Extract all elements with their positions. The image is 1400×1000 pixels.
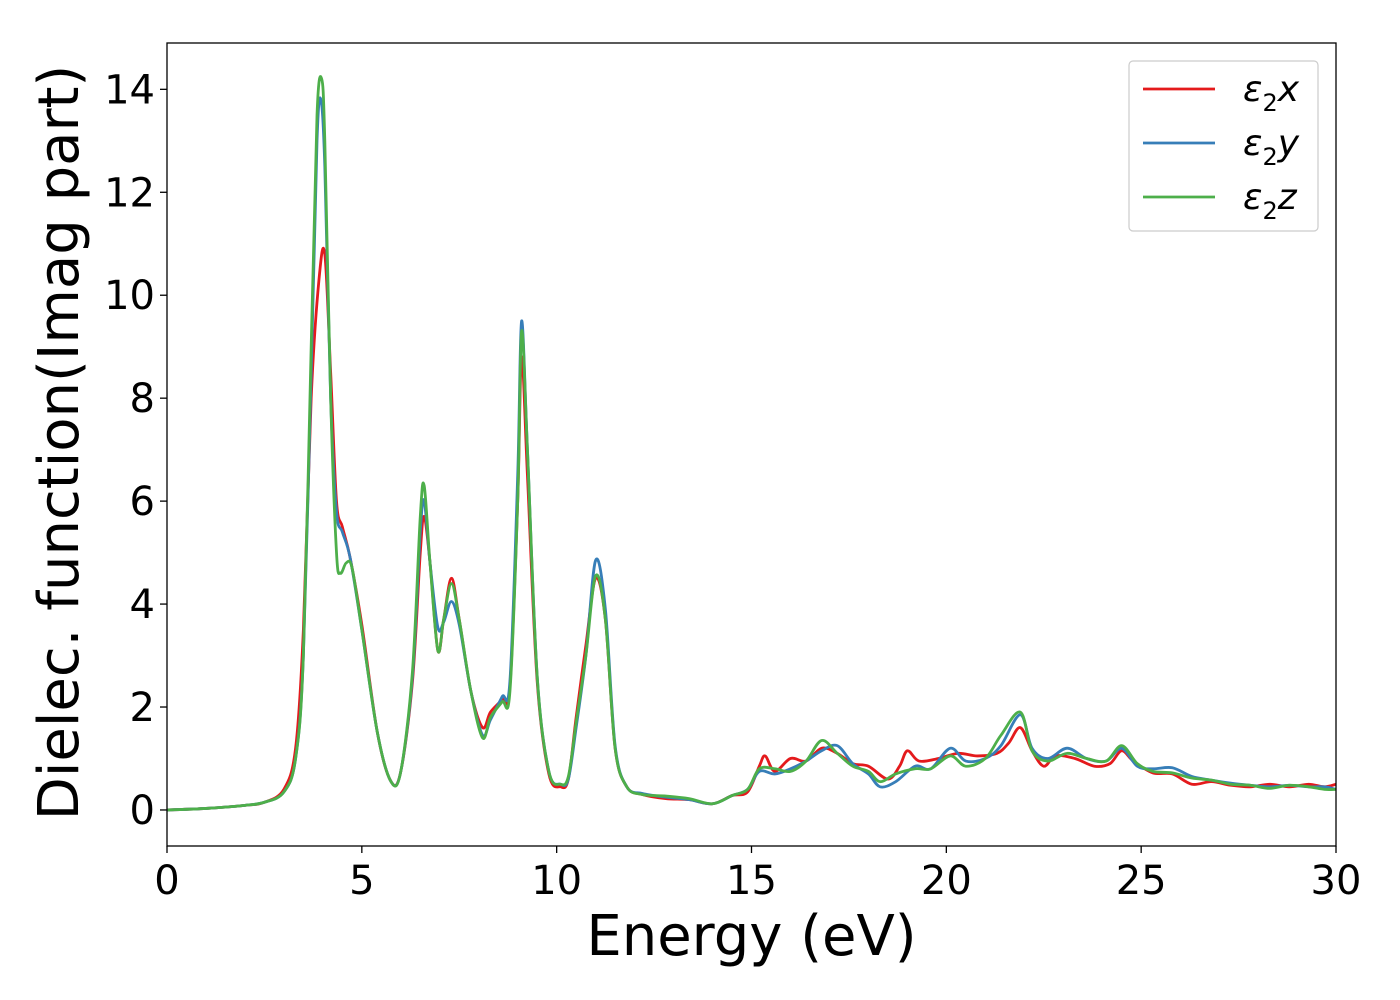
y-axis-label: Dielec. function(Imag part) — [27, 65, 92, 821]
x-tick-label: 10 — [531, 858, 582, 904]
x-tick-label: 15 — [726, 858, 777, 904]
legend-label-y: ε2y — [1243, 123, 1300, 171]
x-axis-ticks: 0 5 10 15 20 25 30 — [154, 846, 1361, 904]
legend-label-z: ε2z — [1243, 177, 1298, 225]
x-tick-label: 20 — [921, 858, 972, 904]
y-tick-label: 12 — [104, 170, 155, 216]
legend-items: ε2x ε2y ε2z — [1143, 69, 1300, 225]
x-tick-label: 0 — [154, 858, 179, 904]
y-axis-ticks: 0 2 4 6 8 10 12 14 — [104, 67, 167, 834]
legend-box — [1128, 60, 1319, 232]
legend: ε2x ε2y ε2z — [1128, 60, 1319, 232]
x-tick-label: 30 — [1311, 858, 1362, 904]
y-tick-label: 6 — [130, 479, 155, 525]
x-axis-label: Energy (eV) — [586, 904, 916, 969]
x-tick-label: 5 — [349, 858, 374, 904]
y-tick-label: 8 — [130, 376, 155, 422]
y-tick-label: 10 — [104, 273, 155, 319]
y-tick-label: 4 — [130, 582, 155, 628]
series-line-z — [167, 75, 1336, 812]
y-tick-label: 2 — [130, 685, 155, 731]
series-layer — [167, 75, 1336, 812]
legend-label-x: ε2x — [1243, 69, 1300, 117]
y-tick-label: 14 — [104, 67, 155, 113]
y-tick-label: 0 — [130, 788, 155, 834]
x-tick-label: 25 — [1116, 858, 1167, 904]
